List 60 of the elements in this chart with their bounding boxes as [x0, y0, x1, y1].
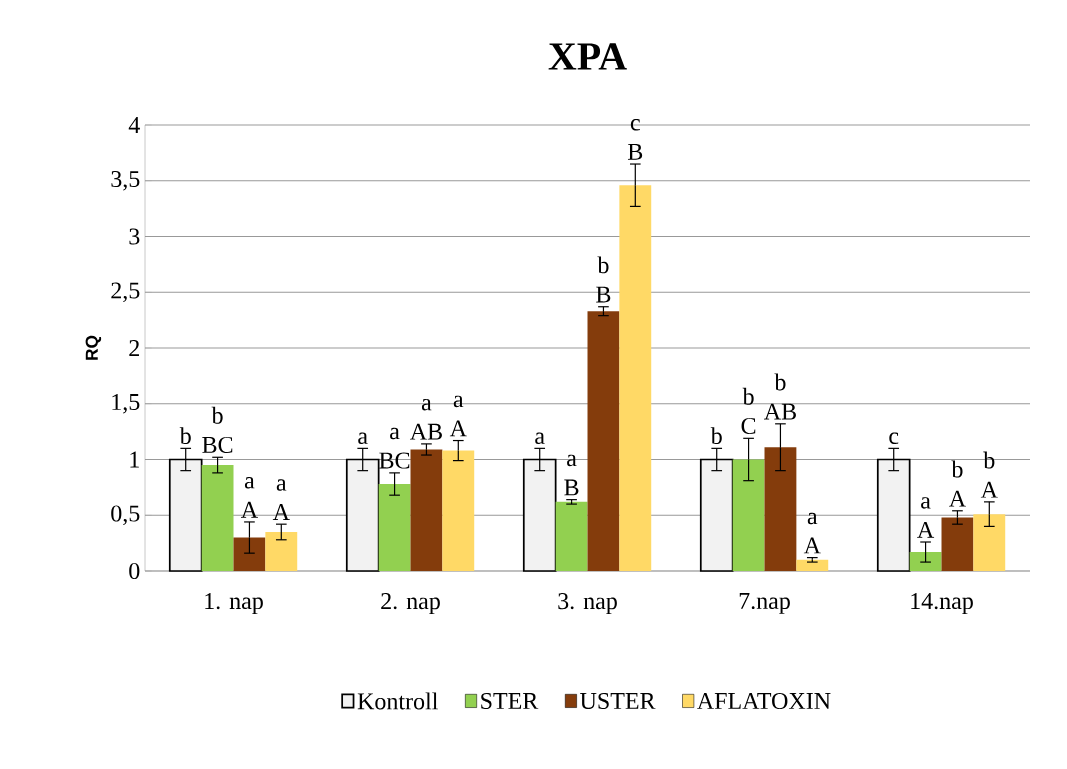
data-label: b B: [596, 256, 611, 303]
data-label: a: [535, 432, 545, 445]
data-label: b: [710, 427, 722, 445]
bar: [941, 517, 974, 571]
y-axis-title: RQ: [85, 335, 102, 360]
bar: [442, 450, 475, 571]
data-label: b: [179, 427, 191, 445]
data-label: a: [358, 432, 368, 445]
y-tick-label: 2: [129, 340, 139, 356]
y-tick-label: 4: [128, 117, 140, 133]
bar: [522, 458, 557, 572]
bar: [345, 458, 380, 572]
bar: [732, 459, 765, 571]
legend-label: AFLATOXIN: [697, 692, 831, 710]
bar: [168, 458, 203, 572]
legend-label: USTER: [580, 692, 656, 710]
x-tick-label: 14.nap: [911, 593, 973, 614]
data-label: b BC: [202, 406, 233, 453]
bar: [796, 559, 829, 571]
bar: [909, 552, 942, 571]
data-label: a A: [272, 479, 290, 520]
data-label: a A: [449, 395, 467, 437]
y-tick-label: 1,5: [112, 393, 140, 414]
bar: [619, 185, 652, 571]
bar: [876, 458, 911, 572]
bar: [764, 447, 797, 571]
x-tick-label: 2. nap: [381, 593, 440, 615]
data-label: a BC: [379, 427, 410, 469]
x-tick-label: 1. nap: [205, 593, 263, 614]
chart-title: XPA: [548, 43, 627, 70]
data-label: b A: [949, 460, 966, 507]
bar: [699, 458, 734, 572]
data-label: a A: [917, 497, 935, 538]
data-label: b AB: [764, 373, 796, 420]
y-tick-label: 0: [129, 562, 140, 580]
data-label: b C: [741, 387, 756, 435]
y-tick-label: 3,5: [111, 170, 140, 191]
y-tick-label: 3: [129, 228, 140, 245]
bar: [410, 449, 443, 571]
legend-label: STER: [481, 692, 539, 710]
data-label: c B: [627, 119, 643, 160]
data-label: a B: [564, 454, 579, 496]
bar: [265, 531, 298, 571]
bar: [201, 465, 234, 571]
bar: [973, 514, 1006, 571]
data-label: a AB: [410, 398, 442, 440]
bar: [233, 537, 266, 571]
data-label: b A: [980, 451, 998, 498]
x-tick-label: 7.nap: [739, 593, 790, 614]
y-tick-label: 2,5: [111, 282, 140, 303]
y-tick-label: 0,5: [111, 505, 140, 526]
data-label: c: [889, 432, 899, 445]
x-tick-label: 3. nap: [558, 593, 617, 615]
y-tick-label: 1: [130, 451, 139, 468]
bar: [587, 311, 620, 571]
bar: [378, 484, 411, 571]
legend-label: Kontroll: [357, 692, 438, 710]
data-label: a A: [241, 477, 258, 518]
bar: [555, 501, 588, 571]
data-label: a A: [803, 512, 821, 554]
